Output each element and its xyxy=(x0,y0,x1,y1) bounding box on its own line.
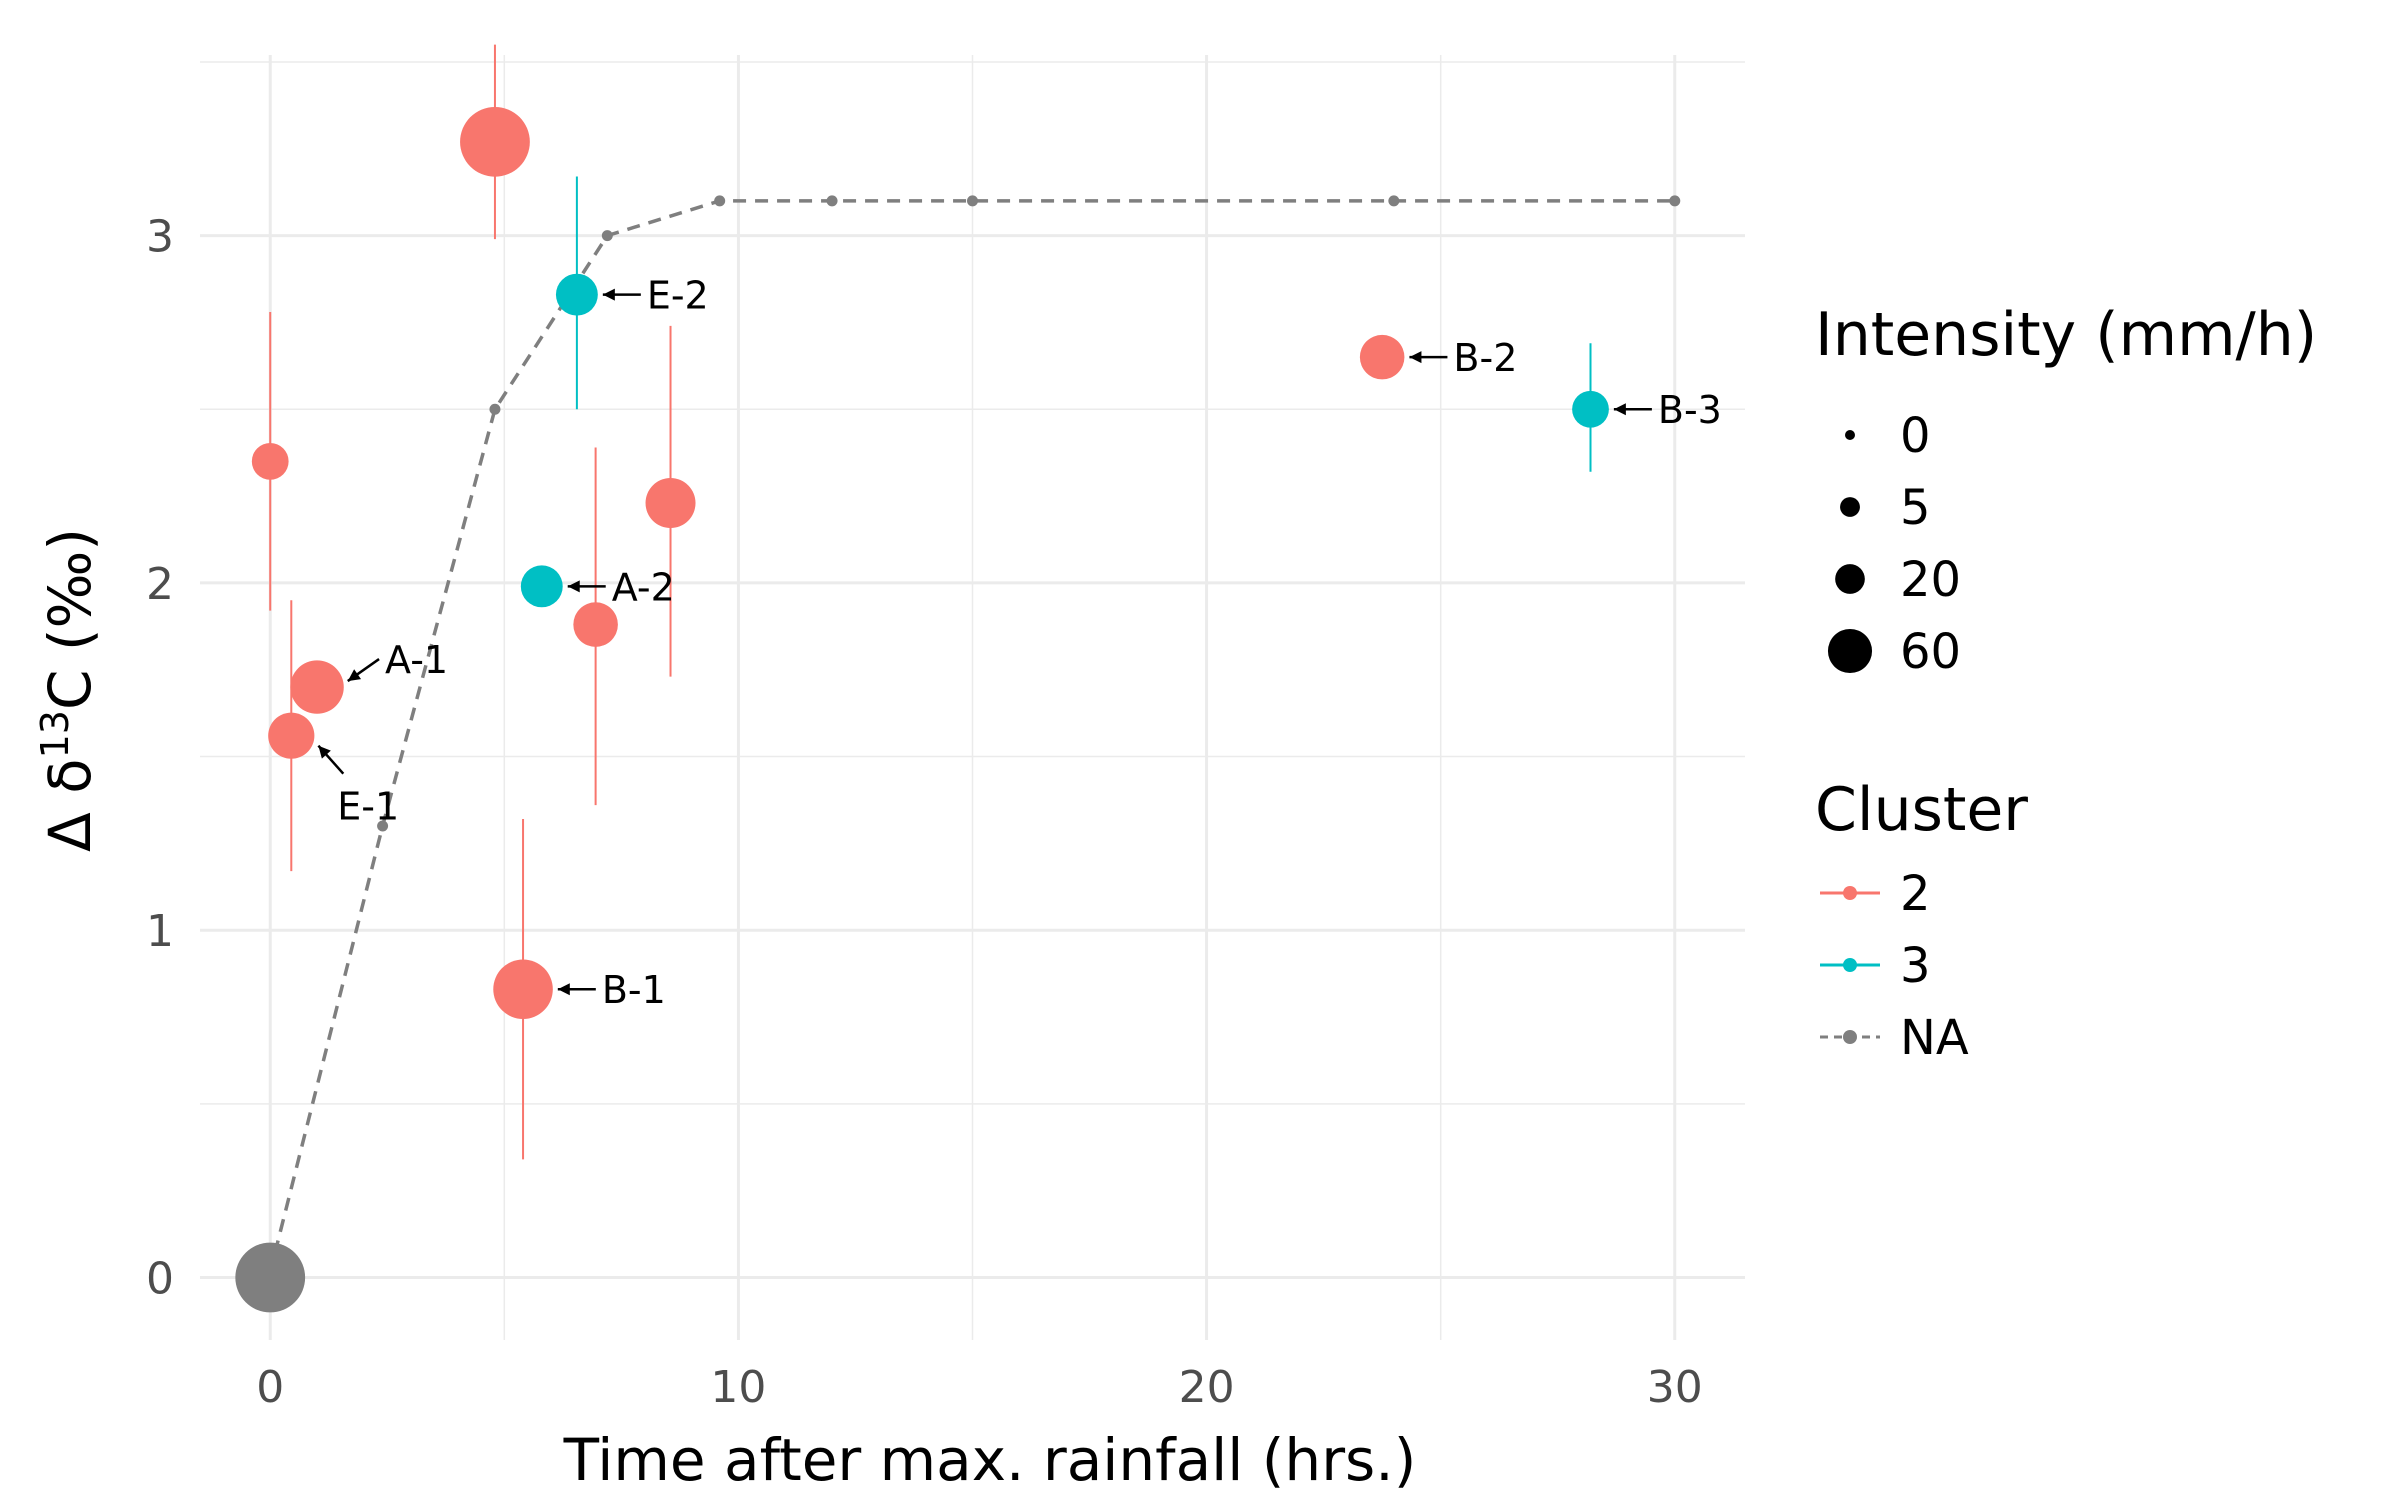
annotation-label: E-2 xyxy=(647,274,709,318)
data-point xyxy=(460,106,530,177)
x-axis-title: Time after max. rainfall (hrs.) xyxy=(563,1426,1417,1494)
x-tick-label: 20 xyxy=(1179,1362,1235,1413)
data-point xyxy=(1572,390,1609,428)
y-tick-label: 2 xyxy=(146,559,174,610)
annotation-label: A-2 xyxy=(612,565,675,609)
legend-intensity-label: 0 xyxy=(1900,408,1931,464)
legend-cluster-label: 2 xyxy=(1900,866,1931,922)
data-point xyxy=(235,1242,306,1313)
annotation-label: E-1 xyxy=(337,785,399,829)
legend: Intensity (mm/h) 0 5 20 60 Cluster 2 3 NA xyxy=(1815,300,2317,1066)
annotation-arrow-head xyxy=(557,983,570,996)
legend-cluster-key-point xyxy=(1843,958,1857,972)
legend-intensity-symbol xyxy=(1840,497,1860,517)
data-point xyxy=(645,478,696,529)
data-point xyxy=(493,959,553,1019)
na-line-point xyxy=(714,195,726,207)
na-line-point xyxy=(377,820,389,832)
x-tick-label: 30 xyxy=(1647,1362,1703,1413)
annotation-label: B-3 xyxy=(1658,388,1722,432)
y-tick-label: 3 xyxy=(146,212,174,263)
annotation-arrow-head xyxy=(347,669,362,682)
legend-intensity-symbol xyxy=(1845,430,1855,440)
x-tick-label: 0 xyxy=(256,1362,284,1413)
annotation-arrow-head xyxy=(567,580,580,593)
point-annotations: A-1 E-1 B-1 E-2 A-2 B-2 B-3 xyxy=(317,274,1722,1012)
data-point xyxy=(1359,334,1405,380)
data-point xyxy=(290,660,344,714)
x-tick-label: 10 xyxy=(710,1362,766,1413)
legend-intensity-items: 0 5 20 60 xyxy=(1827,408,1961,680)
grid-lines xyxy=(200,55,1745,1340)
data-point xyxy=(520,565,563,608)
na-line-point xyxy=(489,403,501,415)
data-point xyxy=(268,712,315,759)
data-point xyxy=(555,273,598,316)
legend-intensity-label: 20 xyxy=(1900,552,1961,608)
annotation-label: B-2 xyxy=(1453,336,1517,380)
annotation-arrow-head xyxy=(318,745,331,759)
y-tick-label: 1 xyxy=(146,906,174,957)
na-line-point xyxy=(1388,195,1400,207)
annotation-label: B-1 xyxy=(602,968,666,1012)
y-tick-label: 0 xyxy=(146,1253,174,1304)
legend-intensity-label: 60 xyxy=(1900,624,1961,680)
legend-intensity-symbol xyxy=(1835,564,1865,594)
y-axis-title: Δ δ13C (‰) xyxy=(33,528,104,852)
annotation-arrow-head xyxy=(1409,351,1422,364)
na-line-point xyxy=(1669,195,1681,207)
na-trend-line xyxy=(273,195,1681,1254)
legend-cluster-title: Cluster xyxy=(1815,775,2028,845)
legend-cluster-label: 3 xyxy=(1900,938,1931,994)
annotation-label: A-1 xyxy=(385,638,448,682)
legend-intensity-title: Intensity (mm/h) xyxy=(1815,300,2317,370)
legend-intensity-symbol xyxy=(1827,628,1873,674)
legend-cluster-items: 2 3 NA xyxy=(1820,866,1969,1066)
annotation-arrow-head xyxy=(1613,403,1626,416)
na-line-point xyxy=(601,230,613,242)
data-point xyxy=(251,442,289,480)
legend-cluster-label: NA xyxy=(1900,1010,1969,1066)
legend-cluster-key-point xyxy=(1843,1030,1857,1044)
legend-cluster-key-point xyxy=(1843,886,1857,900)
error-bars xyxy=(269,44,1592,1160)
data-points xyxy=(235,106,1609,1313)
annotation-arrow-head xyxy=(602,288,615,301)
na-line-point xyxy=(967,195,978,207)
na-line-point xyxy=(826,195,838,207)
legend-intensity-label: 5 xyxy=(1900,480,1931,536)
data-point xyxy=(573,602,618,647)
axis-ticks: 0 10 20 30 0 1 2 3 xyxy=(146,212,1703,1413)
